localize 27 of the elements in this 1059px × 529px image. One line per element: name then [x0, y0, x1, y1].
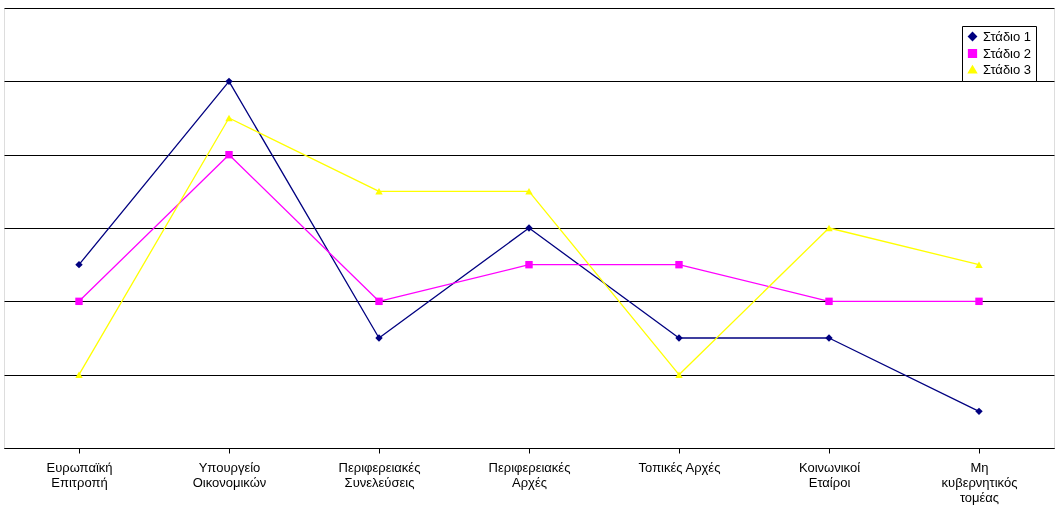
point — [375, 297, 383, 306]
point — [75, 371, 83, 378]
x-tick-label: Κοινωνικοί Εταίροι — [798, 459, 861, 490]
point — [675, 371, 683, 378]
x-tick-label: Περιφερειακές Συνελεύσεις — [338, 459, 421, 490]
x-tick-label: Τοπικές Αρχές — [638, 459, 721, 475]
point — [975, 297, 983, 306]
point — [675, 260, 683, 269]
point — [975, 407, 983, 416]
legend-label: Στάδιο 2 — [983, 45, 1032, 61]
point — [75, 260, 83, 269]
x-tick-label: Μη κυβερνητικός τομέας — [941, 459, 1018, 505]
x-tick-label: Υπουργείο Οικονομικών — [192, 459, 267, 490]
point — [975, 261, 983, 268]
x-tick-label: Περιφερειακές Αρχές — [488, 459, 571, 490]
point — [225, 77, 233, 86]
point — [525, 188, 533, 195]
point — [75, 297, 83, 306]
point — [225, 150, 233, 159]
point — [825, 224, 833, 232]
point — [525, 260, 533, 269]
point — [225, 114, 233, 122]
legend-label: Στάδιο 3 — [983, 61, 1032, 77]
point — [375, 188, 383, 195]
point — [825, 297, 833, 306]
legend-label: Στάδιο 1 — [983, 28, 1032, 44]
x-tick-label: Ευρωπαϊκή Επιτροπή — [46, 459, 113, 490]
